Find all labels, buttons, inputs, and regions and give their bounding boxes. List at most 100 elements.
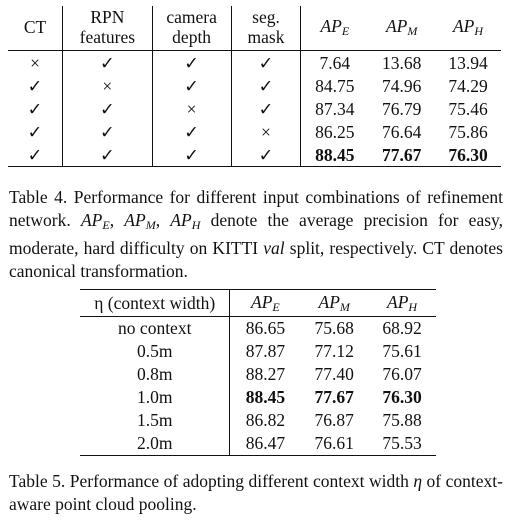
- cell-seg: ✓: [231, 97, 302, 121]
- header-ap-h-sub: H: [474, 23, 484, 38]
- cell-ap-h: 75.46: [448, 98, 488, 119]
- header-camera-line1: camera: [166, 7, 217, 27]
- header-seg-line1: seg.: [252, 7, 280, 27]
- header-ct: CT: [8, 6, 64, 51]
- table-4: CT RPN features camera depth seg. mask A…: [8, 6, 501, 167]
- cell-ap-m: 13.68: [381, 52, 422, 73]
- table-row: 0.5m 87.87 77.12 75.61: [80, 339, 436, 363]
- header-camera-depth: camera depth: [152, 6, 232, 51]
- table-5: η (context width) APE APM APH no context…: [80, 289, 436, 456]
- cell-rpn: ✓: [62, 143, 153, 167]
- caption-ap-e-sub: E: [102, 218, 110, 232]
- cell-ap-h: 75.53: [382, 433, 422, 454]
- cell-ap-h: 74.29: [448, 75, 488, 96]
- table-row: × ✓ ✓ ✓ 7.64 13.68 13.94: [8, 50, 501, 75]
- cell-ap-e: 84.75: [315, 75, 355, 96]
- cell-ap-m-best: 77.67: [381, 144, 422, 165]
- caption-5-text-1: Table 5. Performance of adopting differe…: [9, 471, 414, 491]
- header-ap-e-sub: E: [272, 300, 280, 314]
- table-row: ✓ ✓ ✓ ✓ 88.45 77.67 76.30: [8, 143, 501, 167]
- cell-context-width: no context: [80, 316, 231, 340]
- header-ap-e: APE: [230, 290, 300, 317]
- header-ap-h-main: AP: [387, 292, 409, 312]
- cell-ap-m: 76.79: [381, 98, 422, 119]
- cell-rpn: ×: [62, 74, 153, 98]
- table-row: 2.0m 86.47 76.61 75.53: [80, 431, 436, 456]
- table-header-row: η (context width) APE APM APH: [80, 289, 436, 317]
- cell-camera: ✓: [152, 143, 232, 167]
- table-row: no context 86.65 75.68 68.92: [80, 316, 436, 340]
- cell-rpn: ✓: [62, 50, 153, 75]
- caption-ap-m-main: AP: [124, 210, 146, 230]
- header-ap-e: APE: [301, 6, 368, 51]
- header-rpn-features: RPN features: [62, 6, 153, 51]
- cell-ap-m: 75.68: [314, 318, 354, 339]
- caption-4-val: val: [263, 238, 285, 258]
- table-header-row: CT RPN features camera depth seg. mask A…: [8, 6, 501, 51]
- header-ap-h-sub: H: [408, 300, 418, 314]
- cell-ap-e: 86.25: [315, 121, 355, 142]
- table-row: ✓ ✓ × ✓ 87.34 76.79 75.46: [8, 97, 501, 121]
- cell-seg: ✓: [231, 50, 302, 75]
- cell-ap-h: 75.86: [448, 121, 488, 142]
- header-ap-m: APM: [300, 290, 368, 317]
- cell-camera: ✓: [152, 120, 232, 144]
- cell-ap-e: 87.87: [245, 341, 286, 362]
- cell-camera: ×: [152, 97, 232, 121]
- cell-ap-h-best: 76.30: [382, 387, 422, 408]
- header-context-width: η (context width): [80, 289, 231, 317]
- header-seg-line2: mask: [247, 27, 285, 48]
- cell-seg: ✓: [231, 74, 302, 98]
- cell-ap-e: 7.64: [319, 52, 351, 73]
- cell-context-width: 2.0m: [80, 431, 231, 456]
- cell-ct: ✓: [8, 120, 64, 144]
- header-ap-e-main: AP: [320, 15, 342, 36]
- table-row: 1.0m 88.45 77.67 76.30: [80, 385, 436, 409]
- cell-ap-m: 77.12: [314, 341, 354, 362]
- caption-5-eta: η: [413, 471, 423, 491]
- cell-ct: ✓: [8, 97, 64, 121]
- caption-ap-h-sub: H: [191, 218, 201, 232]
- header-context-width-text: η (context width): [94, 293, 216, 314]
- table-4-caption: Table 4. Performance for different input…: [9, 187, 504, 281]
- cell-ap-m: 77.40: [314, 364, 354, 385]
- cell-camera: ✓: [152, 50, 232, 75]
- header-ap-m: APM: [368, 6, 435, 51]
- caption-ap-h: APH: [170, 210, 201, 232]
- header-seg-mask: seg. mask: [231, 6, 302, 51]
- cell-ap-e: 87.34: [315, 98, 355, 119]
- header-ct-text: CT: [23, 17, 47, 38]
- table-row: ✓ × ✓ ✓ 84.75 74.96 74.29: [8, 74, 501, 98]
- caption-ap-m: APM: [124, 210, 156, 232]
- header-rpn-line1: RPN: [90, 7, 125, 27]
- cell-context-width: 0.8m: [80, 362, 231, 386]
- header-camera-line2: depth: [172, 27, 212, 48]
- cell-ap-e: 86.47: [245, 433, 286, 454]
- cell-ap-m: 76.87: [314, 410, 354, 431]
- cell-ap-h: 76.07: [382, 364, 422, 385]
- header-ap-m-main: AP: [385, 15, 408, 36]
- cell-context-width: 0.5m: [80, 339, 231, 363]
- cell-ct: ×: [8, 50, 64, 75]
- caption-ap-m-sub: M: [145, 218, 156, 232]
- cell-ap-h: 75.88: [382, 410, 422, 431]
- caption-4-text-1: Table 4. Performance for different input…: [9, 187, 503, 230]
- header-ap-e-main: AP: [251, 292, 273, 312]
- table-row: 0.8m 88.27 77.40 76.07: [80, 362, 436, 386]
- cell-ap-e-best: 88.45: [315, 144, 355, 165]
- header-ap-e-sub: E: [341, 23, 350, 38]
- cell-ct: ✓: [8, 74, 64, 98]
- cell-ap-m-best: 77.67: [314, 387, 354, 408]
- cell-context-width: 1.0m: [80, 385, 231, 409]
- header-ap-h: APH: [368, 290, 436, 317]
- cell-rpn: ✓: [62, 97, 153, 121]
- cell-ap-h: 13.94: [448, 52, 488, 73]
- header-ap-h-main: AP: [452, 15, 475, 36]
- table-row: 1.5m 86.82 76.87 75.88: [80, 408, 436, 432]
- cell-ct: ✓: [8, 143, 64, 167]
- cell-ap-e: 86.82: [245, 410, 286, 431]
- table-row: ✓ ✓ ✓ × 86.25 76.64 75.86: [8, 120, 501, 144]
- cell-ap-e: 88.27: [245, 364, 286, 385]
- caption-5-text-2: of context-aware point cloud pooling.: [9, 471, 503, 514]
